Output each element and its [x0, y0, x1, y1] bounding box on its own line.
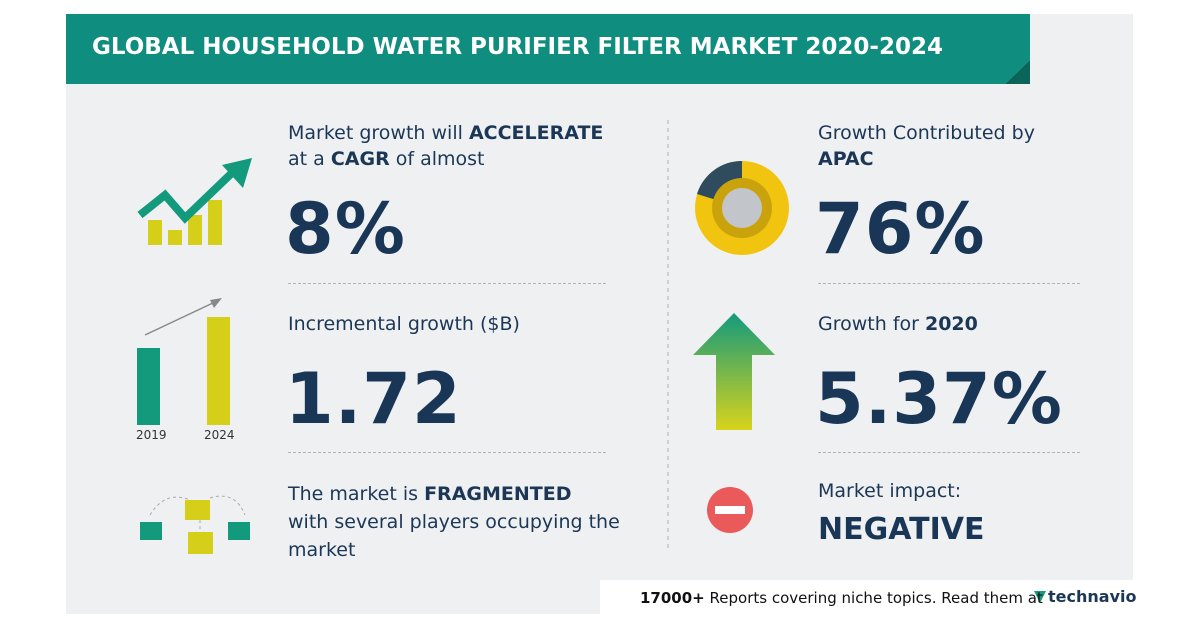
- footer-text: Reports covering niche topics. Read them…: [709, 589, 1043, 607]
- impact-value: NEGATIVE: [818, 512, 985, 547]
- incremental-value: 1.72: [285, 358, 462, 440]
- region-value: 76%: [815, 188, 986, 270]
- year-label: 2024: [204, 428, 235, 442]
- growth-value: 8%: [285, 188, 406, 270]
- caption-text: Growth for: [818, 313, 919, 335]
- incremental-caption: Incremental growth ($B): [288, 313, 520, 335]
- yearly-value: 5.37%: [815, 358, 1063, 440]
- divider: [288, 452, 606, 453]
- caption-emphasis: ACCELERATE: [468, 122, 604, 144]
- caption-emphasis: CAGR: [330, 148, 390, 170]
- divider: [288, 283, 606, 284]
- title: GLOBAL HOUSEHOLD WATER PURIFIER FILTER M…: [92, 34, 943, 60]
- caption-emphasis: APAC: [818, 148, 874, 170]
- yearly-caption: Growth for 2020: [818, 313, 978, 335]
- brand[interactable]: technavio: [1048, 587, 1137, 606]
- footer: 17000+ Reports covering niche topics. Re…: [640, 589, 1043, 607]
- year-label: 2019: [136, 428, 167, 442]
- caption-text: market: [288, 539, 356, 561]
- caption-text: at a: [288, 148, 325, 170]
- divider: [818, 452, 1080, 453]
- caption-text: with several players occupying the: [288, 511, 620, 533]
- impact-caption: Market impact:: [818, 480, 962, 502]
- caption-text: of almost: [395, 148, 485, 170]
- caption-text: Growth Contributed by: [818, 122, 1035, 144]
- region-caption: Growth Contributed by APAC: [818, 120, 1035, 172]
- structure-caption: The market is FRAGMENTED with several pl…: [288, 480, 620, 564]
- caption-text: Market growth will: [288, 122, 463, 144]
- caption-text: The market is: [288, 483, 419, 505]
- growth-caption: Market growth will ACCELERATE at a CAGR …: [288, 120, 603, 172]
- caption-emphasis: 2020: [924, 313, 978, 335]
- divider: [818, 283, 1080, 284]
- caption-emphasis: FRAGMENTED: [424, 483, 572, 505]
- footer-count: 17000+: [640, 589, 705, 607]
